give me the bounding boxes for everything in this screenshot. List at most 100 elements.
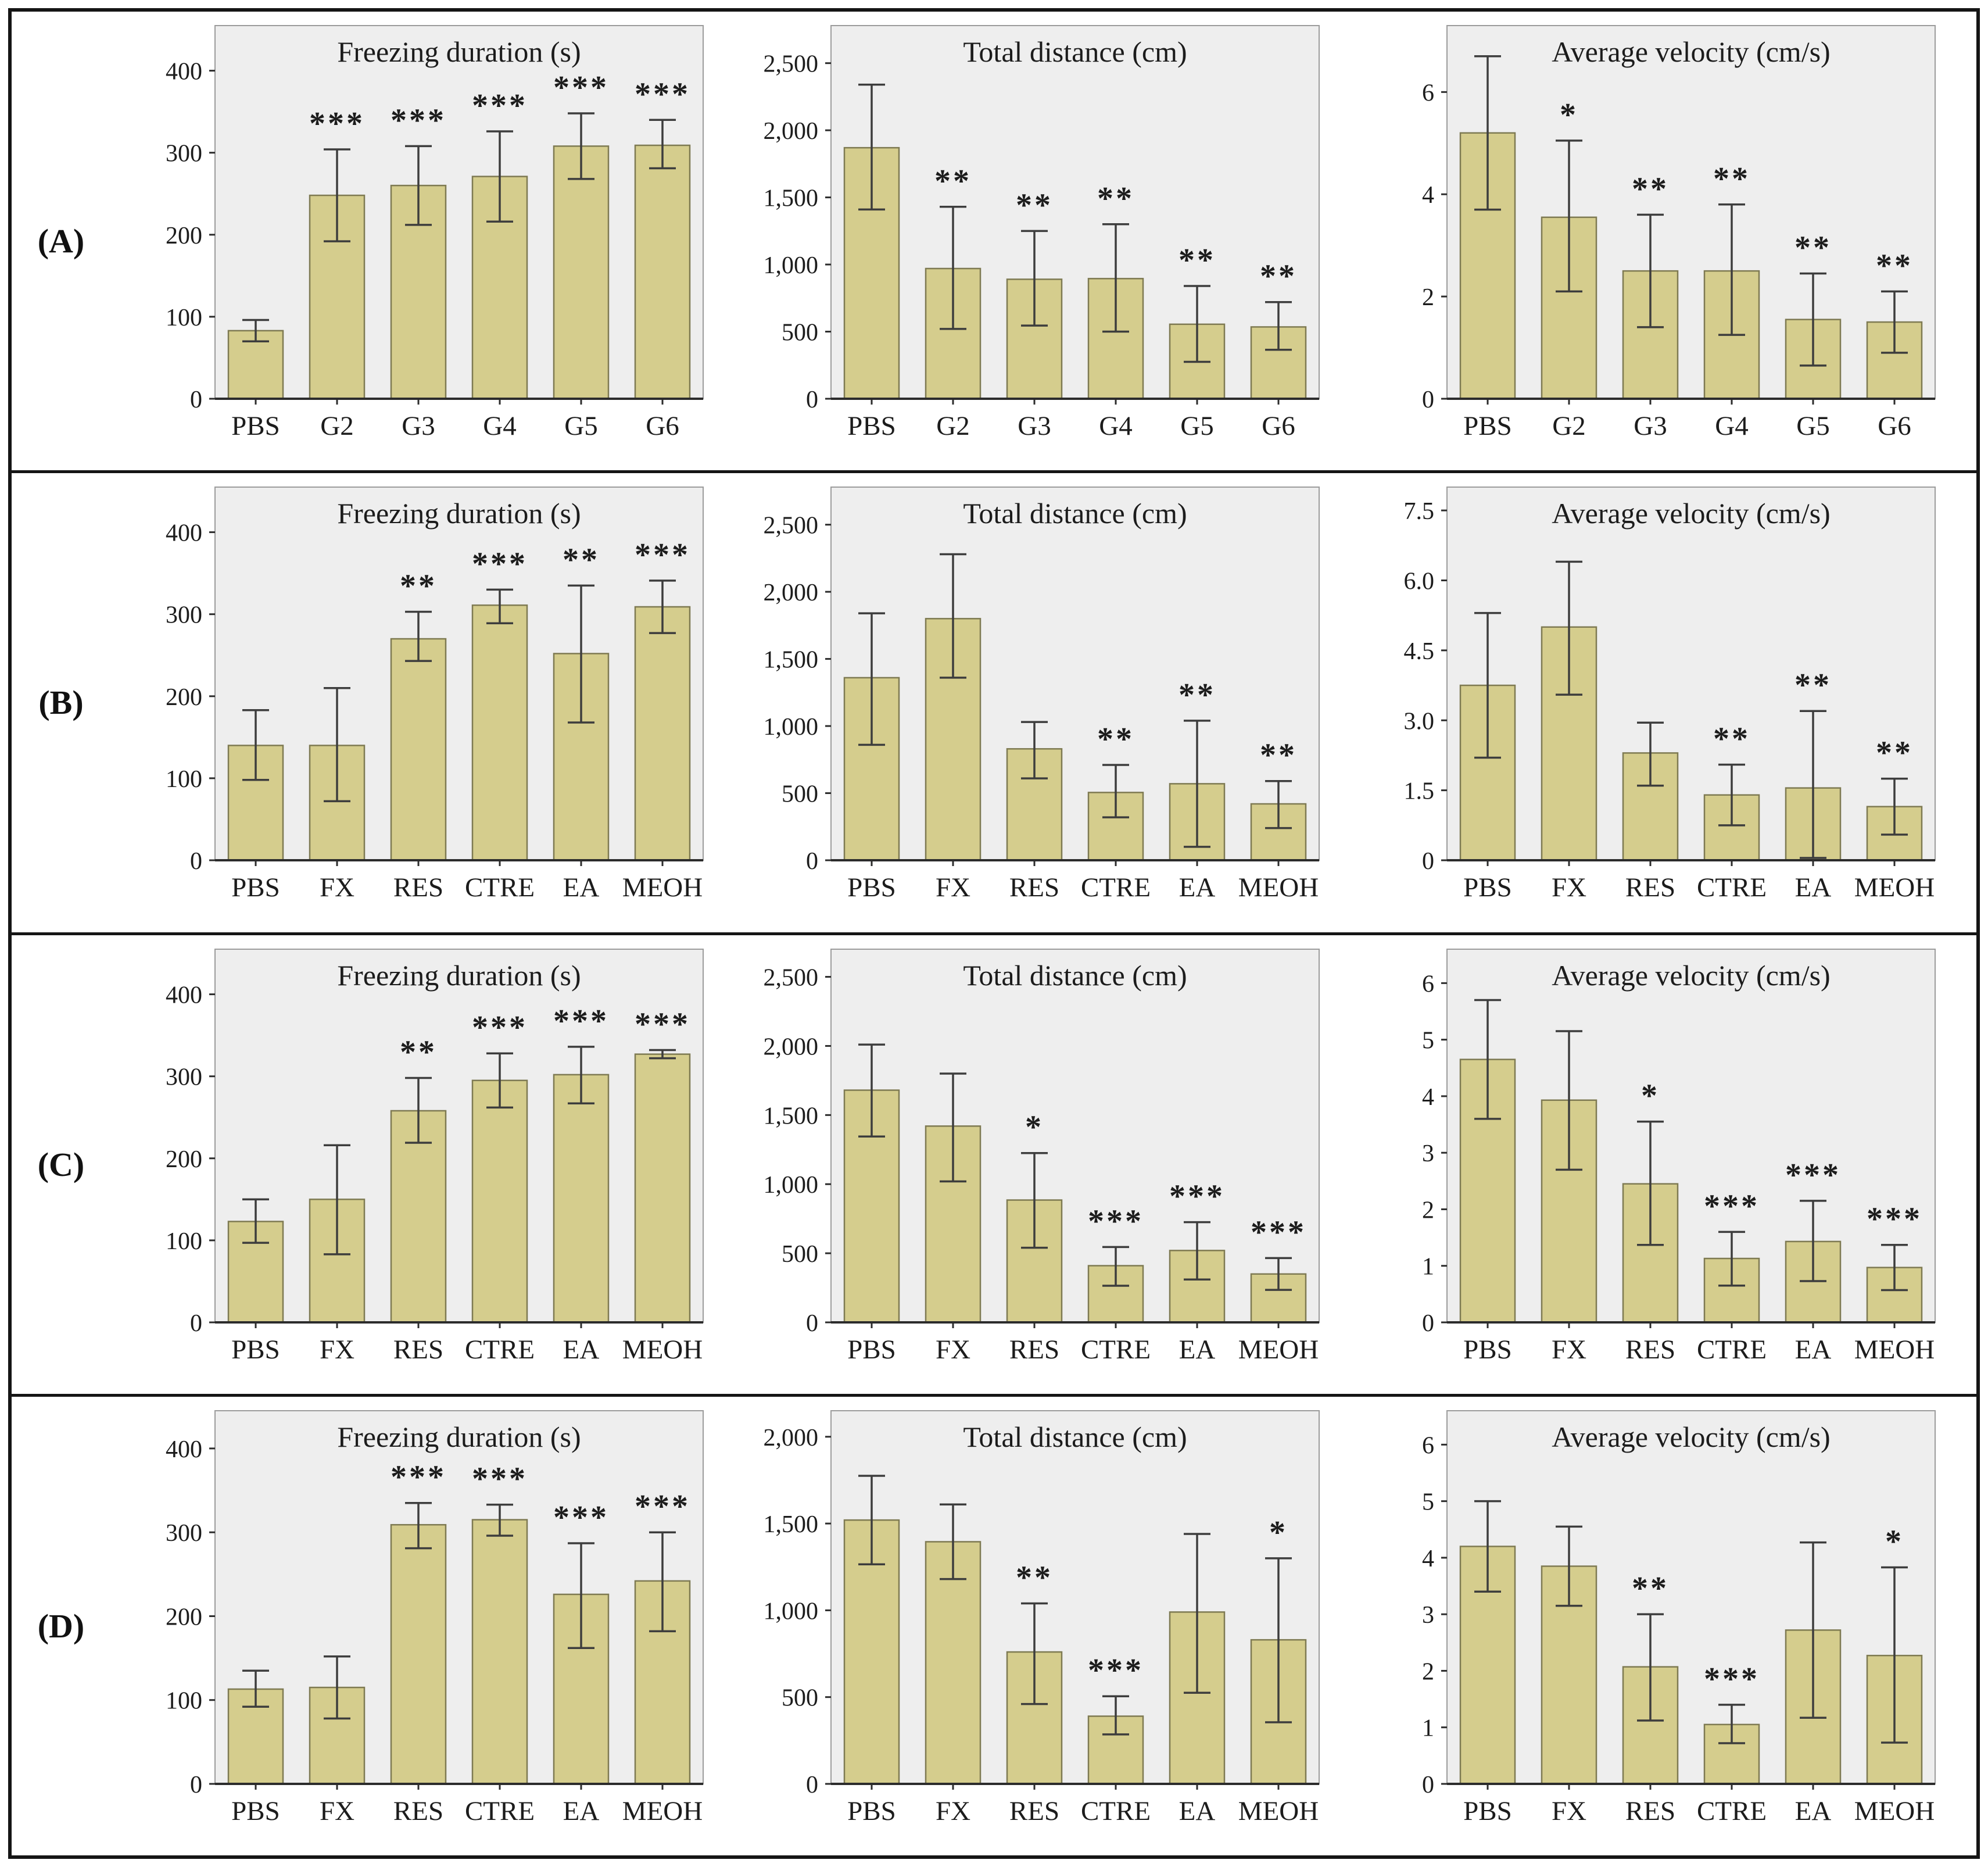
- x-tick-label-RES: RES: [1625, 872, 1675, 903]
- x-tick-label-CTRE: CTRE: [1697, 1335, 1767, 1365]
- x-tick-label-RES: RES: [393, 872, 443, 903]
- error-bar-CTRE: [1718, 1231, 1745, 1287]
- significance-stars: **: [934, 163, 972, 199]
- plot-area: [214, 1410, 704, 1784]
- error-bar-RES: [1637, 721, 1664, 787]
- plot-area: [214, 25, 704, 400]
- y-tick-label: 2,000: [764, 1425, 819, 1451]
- error-bar-RES: [405, 1501, 432, 1550]
- bar-CTRE: [471, 1519, 528, 1785]
- error-bar-G4: [1718, 203, 1745, 336]
- y-tick-label: 300: [166, 1064, 202, 1090]
- panel-label: (C): [37, 1145, 85, 1183]
- error-bar-PBS: [1474, 999, 1501, 1120]
- x-tick-label-G5: G5: [1180, 411, 1213, 441]
- y-tick-label: 1,000: [764, 1172, 819, 1199]
- chart-title: Average velocity (cm/s): [1552, 959, 1830, 992]
- chart-title: Total distance (cm): [963, 35, 1187, 68]
- error-bar-MEOH: [649, 580, 676, 635]
- x-tick-label-CTRE: CTRE: [1697, 872, 1767, 903]
- y-tick-label: 400: [166, 982, 202, 1008]
- chart-total-distance: Total distance (cm) 0 500 1,000 1,500 2,000 2,…: [721, 480, 1337, 925]
- significance-stars: **: [1016, 187, 1053, 223]
- chart-title: Average velocity (cm/s): [1552, 497, 1830, 530]
- x-tick-label-CTRE: CTRE: [1081, 872, 1151, 903]
- x-tick-label-EA: EA: [563, 1335, 600, 1365]
- y-tick-label: 500: [782, 1685, 818, 1712]
- panel-label: (B): [38, 684, 84, 722]
- x-tick-label-RES: RES: [1625, 1796, 1675, 1826]
- significance-stars: **: [1794, 668, 1832, 704]
- y-tick-label: 1: [1422, 1253, 1434, 1280]
- significance-stars: ***: [472, 1461, 528, 1497]
- x-tick-label-RES: RES: [1625, 1335, 1675, 1365]
- y-tick-label: 2: [1422, 1197, 1434, 1224]
- significance-stars: *: [1269, 1515, 1288, 1551]
- y-tick-label: 7.5: [1404, 499, 1435, 525]
- y-tick-label: 0: [806, 1310, 818, 1337]
- chart-svg: Freezing duration (s) 0 100 200 300 400 PBS FX *…: [166, 1410, 704, 1826]
- significance-stars: **: [1794, 230, 1832, 266]
- error-bar-PBS: [858, 83, 885, 211]
- y-tick-label: 0: [1422, 1310, 1434, 1337]
- y-tick-label: 1,000: [764, 1598, 819, 1625]
- chart-total-distance: Total distance (cm) 0 500 1,000 1,500 2,000 2,…: [721, 942, 1337, 1387]
- panel-row-D: (D) Freezing duration (s) 0 100 200 300 400 PBS…: [12, 1397, 1976, 1855]
- error-bar-G2: [940, 206, 966, 330]
- significance-stars: **: [1876, 248, 1913, 284]
- x-tick-label-MEOH: MEOH: [1238, 1335, 1319, 1365]
- chart-title: Total distance (cm): [963, 497, 1187, 530]
- chart-title: Total distance (cm): [963, 1421, 1187, 1453]
- error-bar-G5: [1184, 285, 1210, 363]
- chart-svg: Freezing duration (s) 0 100 200 300 400 PBS FX *…: [166, 948, 704, 1365]
- y-tick-label: 500: [782, 781, 818, 808]
- significance-stars: **: [400, 1034, 437, 1070]
- significance-stars: *: [1560, 97, 1578, 133]
- error-bar-EA: [1184, 720, 1210, 849]
- x-tick-label-RES: RES: [1009, 1335, 1059, 1365]
- plot-area: [830, 487, 1320, 861]
- error-bar-EA: [568, 1542, 594, 1649]
- significance-stars: **: [1260, 259, 1297, 295]
- error-bar-RES: [1021, 721, 1048, 780]
- y-tick-label: 5: [1422, 1489, 1434, 1516]
- significance-stars: **: [1713, 161, 1750, 197]
- error-bar-MEOH: [649, 1531, 676, 1633]
- y-tick-label: 4.5: [1404, 638, 1435, 665]
- x-tick-label-RES: RES: [393, 1335, 443, 1365]
- chart-total-distance: Total distance (cm) 0 500 1,000 1,500 2,000 2,…: [721, 19, 1337, 463]
- plot-area: [1446, 948, 1936, 1323]
- error-bar-EA: [568, 1045, 594, 1104]
- y-tick-label: 500: [782, 1241, 818, 1268]
- significance-stars: ***: [1704, 1188, 1760, 1224]
- y-tick-label: 200: [166, 684, 202, 711]
- significance-stars: ***: [1251, 1214, 1306, 1250]
- significance-stars: ***: [635, 1489, 690, 1525]
- error-bar-CTRE: [1102, 764, 1129, 819]
- error-bar-FX: [324, 1655, 350, 1720]
- y-tick-label: 0: [190, 1310, 202, 1337]
- x-tick-label-MEOH: MEOH: [1854, 872, 1935, 903]
- error-bar-CTRE: [1102, 1246, 1129, 1287]
- x-tick-label-G3: G3: [1018, 411, 1051, 441]
- chart-svg: Total distance (cm) 0 500 1,000 1,500 2,000 2,…: [764, 948, 1320, 1365]
- y-tick-label: 3.0: [1404, 709, 1435, 735]
- error-bar-MEOH: [1881, 1243, 1908, 1291]
- y-tick-label: 2,000: [764, 1033, 819, 1060]
- error-bar-G6: [1881, 290, 1908, 354]
- y-tick-label: 2,000: [764, 118, 819, 145]
- error-bar-FX: [940, 1503, 966, 1580]
- x-tick-label-FX: FX: [1552, 1796, 1586, 1826]
- significance-stars: ***: [1088, 1203, 1144, 1239]
- chart-average-velocity: Average velocity (cm/s) 0 1 2 3 4 5 6 PBS FX ** RES…: [1337, 1404, 1953, 1848]
- error-bar-FX: [940, 553, 966, 679]
- significance-stars: **: [1179, 242, 1216, 278]
- error-bar-FX: [1556, 561, 1582, 696]
- plot-area: [1446, 25, 1936, 400]
- y-tick-label: 6: [1422, 80, 1434, 106]
- chart-total-distance: Total distance (cm) 0 500 1,000 1,500 2,000 PB…: [721, 1404, 1337, 1848]
- error-bar-RES: [1637, 1120, 1664, 1246]
- y-tick-label: 400: [166, 59, 202, 85]
- x-tick-label-G5: G5: [1796, 411, 1829, 441]
- significance-stars: **: [1097, 181, 1134, 217]
